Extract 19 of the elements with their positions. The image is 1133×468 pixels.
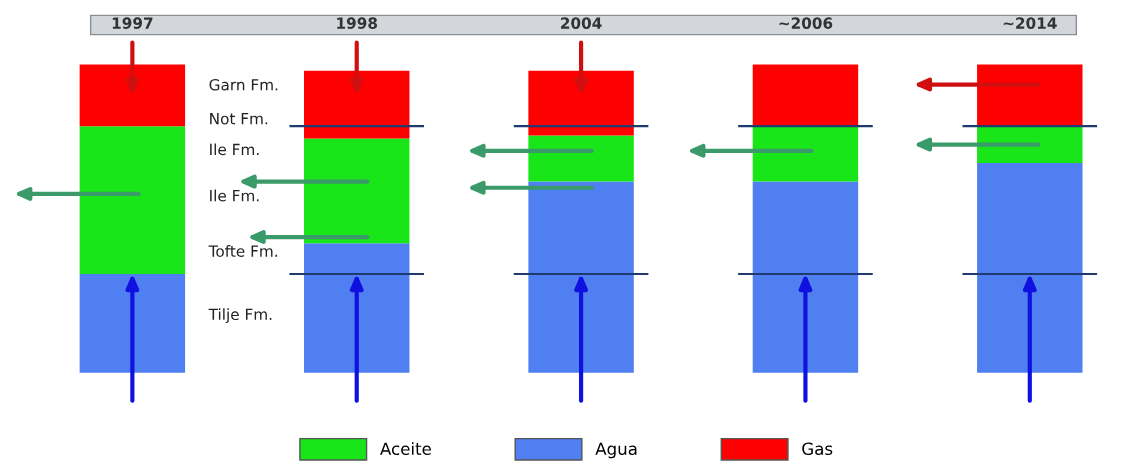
legend-label: Aceite <box>380 442 431 456</box>
bar <box>977 163 1083 373</box>
x-tick-label: 1997 <box>112 17 153 29</box>
x-tick-label: ~2006 <box>779 17 833 29</box>
annotation: Ile Fm. <box>210 143 259 156</box>
x-tick-label: 2004 <box>561 17 602 29</box>
annotation: Garn Fm. <box>209 78 278 91</box>
legend-label: Agua <box>595 442 637 459</box>
annotation: Ile Fm. <box>210 189 259 202</box>
x-tick-label: ~2014 <box>1003 17 1057 29</box>
annotation: Not Fm. <box>210 113 268 125</box>
x-tick-label: 1998 <box>337 17 378 29</box>
legend-label: Gas <box>802 442 833 456</box>
bar <box>304 70 410 139</box>
bar <box>752 64 859 127</box>
bar <box>528 70 634 136</box>
annotation: Tilje Fm. <box>208 308 272 324</box>
bar <box>79 64 186 127</box>
annotation: Tofte Fm. <box>208 245 277 257</box>
